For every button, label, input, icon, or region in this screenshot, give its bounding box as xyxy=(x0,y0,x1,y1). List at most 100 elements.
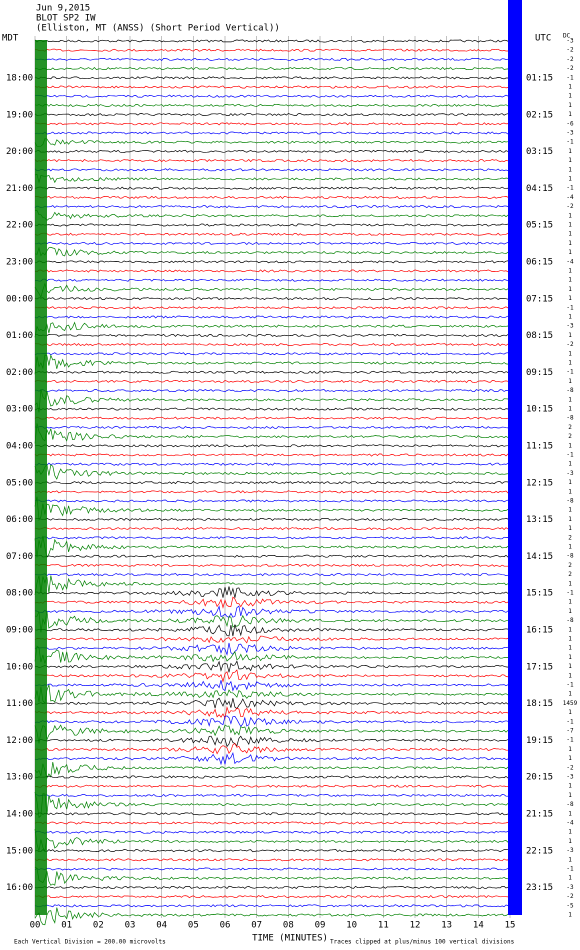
trace xyxy=(34,828,511,853)
offset-label: 1 xyxy=(568,608,572,615)
offset-label: -2 xyxy=(566,764,574,771)
trace xyxy=(34,186,511,190)
offset-label: -1 xyxy=(566,866,574,873)
offset-label: 1 xyxy=(568,488,572,495)
offset-label: -3 xyxy=(566,774,574,781)
trace xyxy=(34,812,511,816)
trace xyxy=(34,573,511,577)
x-tick-label: 10 xyxy=(346,921,357,931)
trace xyxy=(34,407,511,411)
trace xyxy=(34,463,511,480)
offset-label: -2 xyxy=(566,56,574,63)
trace xyxy=(34,527,511,531)
left-hour-label: 11:00 xyxy=(6,699,33,709)
offset-label: 1 xyxy=(568,102,572,109)
x-tick-label: 09 xyxy=(315,921,326,931)
trace xyxy=(34,536,511,540)
x-tick-label: 14 xyxy=(473,921,484,931)
trace xyxy=(34,894,511,899)
offset-label: 1 xyxy=(568,829,572,836)
trace xyxy=(34,742,511,755)
right-hour-label: 12:15 xyxy=(526,478,553,488)
offset-label: -2 xyxy=(566,47,574,54)
offset-label: 1 xyxy=(568,212,572,219)
trace xyxy=(34,205,511,209)
offset-label: 1 xyxy=(568,176,572,183)
trace xyxy=(34,481,511,485)
trace xyxy=(34,715,511,728)
offset-label: -1 xyxy=(566,139,574,146)
trace xyxy=(34,563,511,567)
trace xyxy=(34,389,511,413)
trace xyxy=(34,131,511,135)
offset-label: -8 xyxy=(566,801,574,808)
station: BLOT SP2 IW xyxy=(36,14,96,24)
trace xyxy=(34,517,511,521)
x-tick-label: 03 xyxy=(125,921,136,931)
trace xyxy=(34,321,511,338)
offset-label: 1 xyxy=(568,268,572,275)
trace xyxy=(34,168,511,172)
right-hour-label: 10:15 xyxy=(526,405,553,415)
offset-label: -1 xyxy=(566,452,574,459)
trace xyxy=(34,57,511,61)
offset-label: 1 xyxy=(568,249,572,256)
trace xyxy=(34,904,511,908)
offset-label: 1 xyxy=(568,240,572,247)
left-hour-label: 03:00 xyxy=(6,405,33,415)
offset-label: -6 xyxy=(566,120,574,127)
x-tick-label: 15 xyxy=(505,921,516,931)
trace xyxy=(34,496,511,522)
trace xyxy=(34,39,511,43)
offset-label: -1 xyxy=(566,737,574,744)
trace xyxy=(34,195,511,200)
offset-label: 1 xyxy=(568,396,572,403)
offset-title: DC xyxy=(563,33,571,40)
trace xyxy=(34,416,511,420)
offset-label: 1 xyxy=(568,525,572,532)
trace xyxy=(34,103,511,107)
trace xyxy=(34,907,511,926)
trace xyxy=(34,76,511,80)
x-tick-label: 02 xyxy=(93,921,104,931)
trace xyxy=(34,333,511,337)
trace xyxy=(34,775,511,779)
trace xyxy=(34,122,511,126)
right-hour-label: 02:15 xyxy=(526,110,553,120)
offset-label: 1 xyxy=(568,709,572,716)
trace xyxy=(34,352,511,356)
right-hour-label: 11:15 xyxy=(526,442,553,452)
trace xyxy=(34,210,511,221)
offset-label: -2 xyxy=(566,203,574,210)
trace xyxy=(34,260,511,264)
left-hour-label: 22:00 xyxy=(6,221,33,231)
left-hour-label: 14:00 xyxy=(6,810,33,820)
offset-label: 2 xyxy=(568,562,572,569)
offset-label: -8 xyxy=(566,617,574,624)
offset-label: 1 xyxy=(568,406,572,413)
left-hour-label: 02:00 xyxy=(6,368,33,378)
trace xyxy=(35,241,511,245)
offset-label: 1 xyxy=(568,286,572,293)
trace xyxy=(34,858,511,862)
offset-label: 1 xyxy=(568,360,572,367)
offset-label: 1 xyxy=(568,479,572,486)
trace xyxy=(34,849,511,853)
offset-label: 1 xyxy=(568,856,572,863)
offset-label: 1 xyxy=(568,810,572,817)
right-hour-label: 06:15 xyxy=(526,258,553,268)
offset-label: 1 xyxy=(568,222,572,229)
trace xyxy=(34,444,511,448)
x-tick-label: 06 xyxy=(220,921,231,931)
offset-label: 1 xyxy=(568,755,572,762)
right-hour-label: 15:15 xyxy=(526,589,553,599)
clipped-band xyxy=(508,0,522,915)
offset-label: 1 xyxy=(568,507,572,514)
trace xyxy=(34,278,511,282)
offset-label: 1 xyxy=(568,295,572,302)
offset-label: 1 xyxy=(568,645,572,652)
trace xyxy=(34,596,511,609)
offset-label: -4 xyxy=(566,194,574,201)
trace xyxy=(34,866,510,886)
